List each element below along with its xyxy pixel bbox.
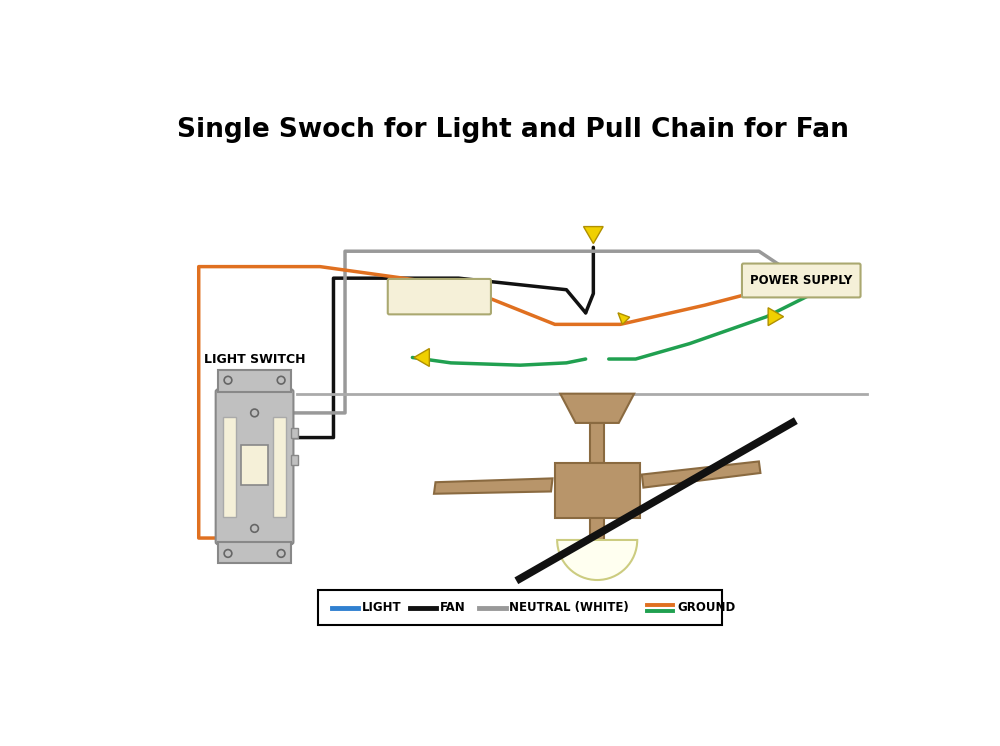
Bar (218, 370, 291, 392)
Polygon shape (584, 227, 603, 243)
Circle shape (251, 524, 258, 532)
Circle shape (224, 376, 232, 384)
Bar (241, 445, 268, 486)
Polygon shape (642, 462, 760, 488)
FancyBboxPatch shape (742, 263, 861, 298)
Text: FAN: FAN (440, 601, 466, 614)
Bar (291, 455, 298, 466)
FancyBboxPatch shape (388, 279, 491, 314)
Bar (273, 417, 286, 517)
Bar (223, 417, 236, 517)
Circle shape (224, 550, 232, 557)
Circle shape (277, 550, 285, 557)
Bar (218, 542, 291, 563)
Text: POWER SUPPLY: POWER SUPPLY (750, 274, 852, 287)
Polygon shape (560, 394, 634, 423)
Bar (590, 518, 604, 540)
Text: LIGHT: LIGHT (362, 601, 401, 614)
Bar (318, 590, 722, 625)
Text: GROUND: GROUND (677, 601, 736, 614)
Text: LIGHT SWITCH: LIGHT SWITCH (204, 353, 305, 366)
Bar (590, 423, 604, 463)
Circle shape (251, 409, 258, 417)
Polygon shape (618, 313, 630, 325)
Text: Single Swoch for Light and Pull Chain for Fan: Single Swoch for Light and Pull Chain fo… (177, 116, 848, 142)
FancyBboxPatch shape (216, 389, 293, 544)
Polygon shape (434, 478, 553, 494)
Wedge shape (557, 540, 637, 580)
Circle shape (277, 376, 285, 384)
Polygon shape (768, 308, 784, 325)
Polygon shape (414, 348, 429, 366)
Text: NEUTRAL (WHITE): NEUTRAL (WHITE) (509, 601, 629, 614)
Bar (291, 428, 298, 439)
Bar (555, 463, 640, 518)
